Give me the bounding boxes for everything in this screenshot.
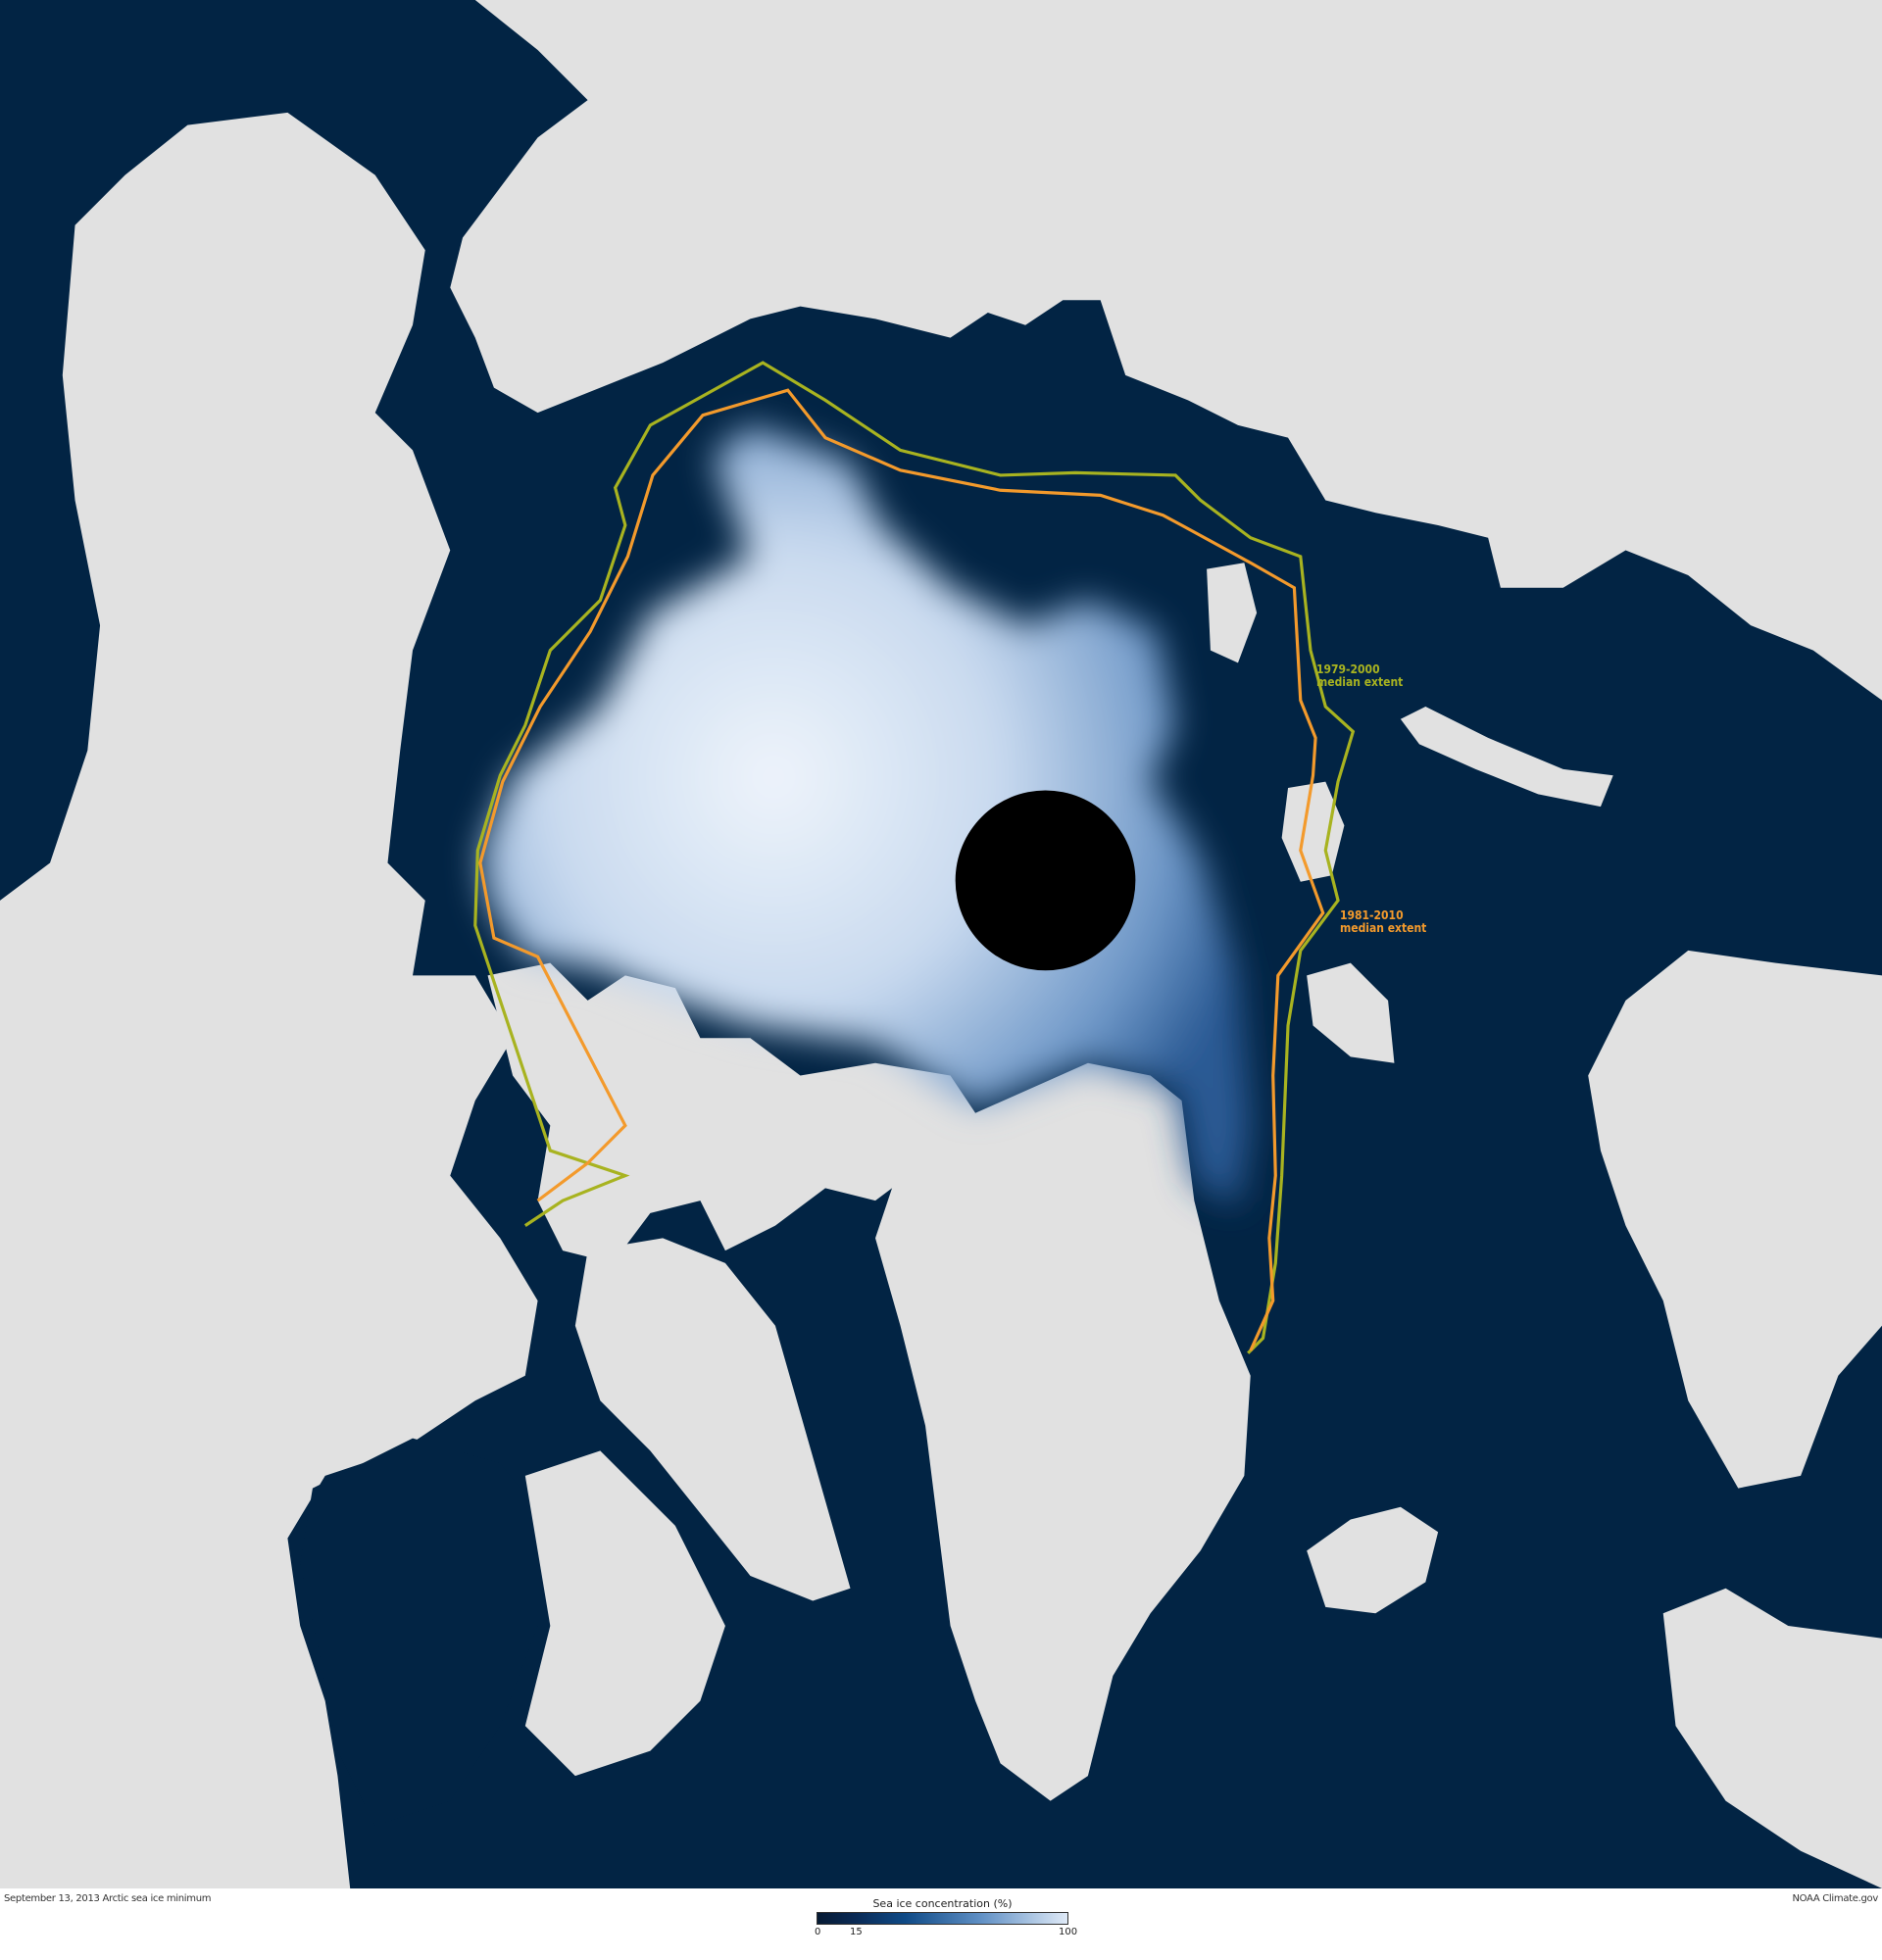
- land-iceland: [1307, 1506, 1439, 1614]
- legend-tick-15: 15: [850, 1927, 863, 1937]
- land-labrador: [524, 1450, 725, 1777]
- land-scandinavia: [1588, 950, 1882, 1489]
- legend-tick-0: 0: [815, 1927, 821, 1937]
- land-scandinavia-north: [1307, 962, 1395, 1063]
- median-extent-1981-2010-line: [478, 388, 1325, 1351]
- land-greenland: [875, 1062, 1251, 1801]
- annotation-1981-2010-text: median extent: [1340, 921, 1427, 935]
- legend-color-bar: [817, 1912, 1068, 1925]
- land-franz-josef: [1207, 563, 1258, 663]
- annotation-1979-2000: 1979-2000 median extent: [1316, 663, 1403, 689]
- credit: NOAA Climate.gov: [1792, 1893, 1878, 1904]
- annotation-1981-2010-years: 1981-2010: [1340, 908, 1404, 922]
- annotation-1979-2000-text: median extent: [1316, 675, 1404, 689]
- land-archipelago: [487, 962, 976, 1263]
- land-baffin-island: [574, 1238, 851, 1601]
- land-europe: [1662, 1588, 1882, 1888]
- land-novaya-zemlya: [1400, 707, 1613, 808]
- hudson-bay: [300, 1438, 551, 1827]
- legend-tick-100: 100: [1059, 1927, 1078, 1937]
- median-extent-1979-2000-line: [473, 361, 1356, 1354]
- sea-ice-extent: [481, 424, 1251, 1207]
- arctic-sea-ice-map: [0, 0, 1882, 1888]
- annotation-1979-2000-years: 1979-2000: [1316, 662, 1380, 676]
- legend-title: Sea ice concentration (%): [872, 1897, 1013, 1910]
- pole-data-hole: [955, 790, 1136, 971]
- land-eurasia: [450, 0, 1882, 701]
- annotation-1981-2010: 1981-2010 median extent: [1340, 909, 1426, 935]
- map-caption: September 13, 2013 Arctic sea ice minimu…: [4, 1893, 212, 1904]
